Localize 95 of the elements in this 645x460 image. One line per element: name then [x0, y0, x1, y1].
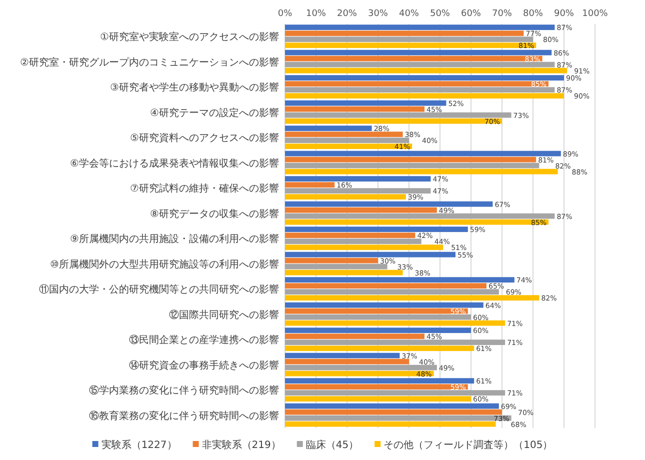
bar: [285, 112, 512, 118]
y-tick-label: ③研究者や学生の移動や異動への影響: [110, 82, 279, 94]
bar: [285, 194, 406, 200]
y-tick-label: ⑫国際共同研究への影響: [169, 308, 279, 321]
y-tick-label: ⑯教育業務の変化に伴う研究時間への影響: [89, 410, 279, 422]
x-tick-label: 100%: [582, 9, 608, 19]
bar: [285, 93, 564, 99]
y-tick-label: ⑪国内の大学・公的研究機関等との共同研究への影響: [39, 284, 279, 296]
bar: [285, 370, 434, 376]
bar: [285, 138, 409, 144]
x-tick-label: 60%: [460, 9, 482, 19]
bar: [285, 232, 416, 238]
bar: [285, 364, 437, 370]
x-tick-label: 50%: [430, 9, 450, 19]
x-tick-label: 80%: [522, 9, 544, 19]
bar: [285, 56, 542, 62]
bar: [285, 87, 555, 93]
bar: [285, 156, 536, 162]
bar: [285, 334, 424, 340]
bar: [285, 188, 431, 194]
bar: [285, 118, 502, 124]
bar: [285, 352, 400, 358]
bar: [285, 207, 437, 213]
bar: [285, 302, 484, 308]
legend-label: 非実験系（219）: [202, 439, 281, 451]
y-tick-label: ①研究室や実験室へのアクセスへの影響: [100, 31, 279, 44]
bar: [285, 340, 506, 346]
y-tick-label: ④研究テーマの設定への影響: [150, 106, 279, 119]
y-tick-label: ⑭研究資金の事務手続きへの影響: [129, 359, 279, 372]
x-tick-label: 70%: [492, 9, 512, 19]
bar: [285, 162, 540, 168]
bar: [285, 68, 568, 74]
legend-label: 実験系（1227）: [101, 439, 177, 451]
bar: [285, 258, 378, 264]
y-tick-label: ⑬民間企業との産学連携への影響: [129, 334, 279, 346]
bar: [285, 219, 548, 225]
bar: [285, 50, 552, 56]
bar: [285, 176, 431, 182]
bar: [285, 75, 564, 81]
y-tick-label: ⑤研究資料へのアクセスへの影響: [130, 132, 279, 144]
bar: [285, 409, 502, 415]
bar: [285, 182, 335, 188]
bar: [285, 295, 540, 301]
bar: [285, 30, 524, 36]
legend-label: その他（フィールド調査等）（105）: [384, 439, 553, 451]
bar: [285, 403, 499, 409]
bar: [285, 42, 536, 48]
bar: [285, 328, 471, 334]
bar: [285, 150, 561, 156]
bar: [285, 283, 486, 289]
bar: [285, 62, 555, 68]
bar: [285, 132, 403, 138]
bar: [285, 358, 409, 364]
bar: [285, 415, 512, 421]
bar: [285, 81, 548, 87]
x-tick-label: 10%: [306, 9, 326, 19]
bar: [285, 289, 499, 295]
x-tick-label: 40%: [398, 9, 420, 19]
bar: [285, 226, 468, 232]
bar: [285, 346, 474, 352]
bar: [285, 244, 444, 250]
bar: [285, 238, 422, 244]
bar: [285, 36, 533, 42]
bar: [285, 168, 558, 174]
y-tick-label: ⑮学内業務の変化に伴う研究時間への影響: [89, 384, 279, 397]
y-tick-label: ⑨所属機関内の共用施設・設備の利用への影響: [70, 233, 279, 246]
bar: [285, 264, 388, 270]
x-tick-label: 20%: [336, 9, 358, 19]
bar: [285, 378, 474, 384]
y-tick-label: ②研究室・研究グループ内のコミュニケーションへの影響: [20, 56, 279, 68]
y-tick-label: ⑦研究試料の維持・確保への影響: [130, 182, 279, 195]
bar: [285, 100, 446, 106]
x-tick-label: 0%: [278, 9, 293, 19]
bar: [285, 213, 555, 219]
bar: [285, 24, 555, 30]
bar: [285, 320, 506, 326]
bar: [285, 390, 506, 396]
bar: [285, 396, 471, 402]
bar: [285, 277, 514, 283]
bar: [285, 270, 403, 276]
bar: [285, 421, 496, 427]
bar: [285, 384, 468, 390]
bar: [285, 314, 471, 320]
bar: [285, 144, 412, 150]
bar: [285, 252, 456, 258]
bar: [285, 201, 493, 207]
x-tick-label: 30%: [368, 9, 388, 19]
y-tick-label: ⑥学会等における成果発表や情報収集への影響: [70, 157, 279, 170]
legend-label: 臨床（45）: [306, 439, 359, 451]
y-tick-label: ⑩所属機関外の大型共用研究施設等の利用への影響: [50, 258, 279, 270]
x-tick-label: 90%: [554, 9, 574, 19]
bar: [285, 308, 468, 314]
bar: [285, 126, 372, 132]
y-tick-label: ⑧研究データの収集への影響: [150, 208, 279, 220]
bar: [285, 106, 424, 112]
